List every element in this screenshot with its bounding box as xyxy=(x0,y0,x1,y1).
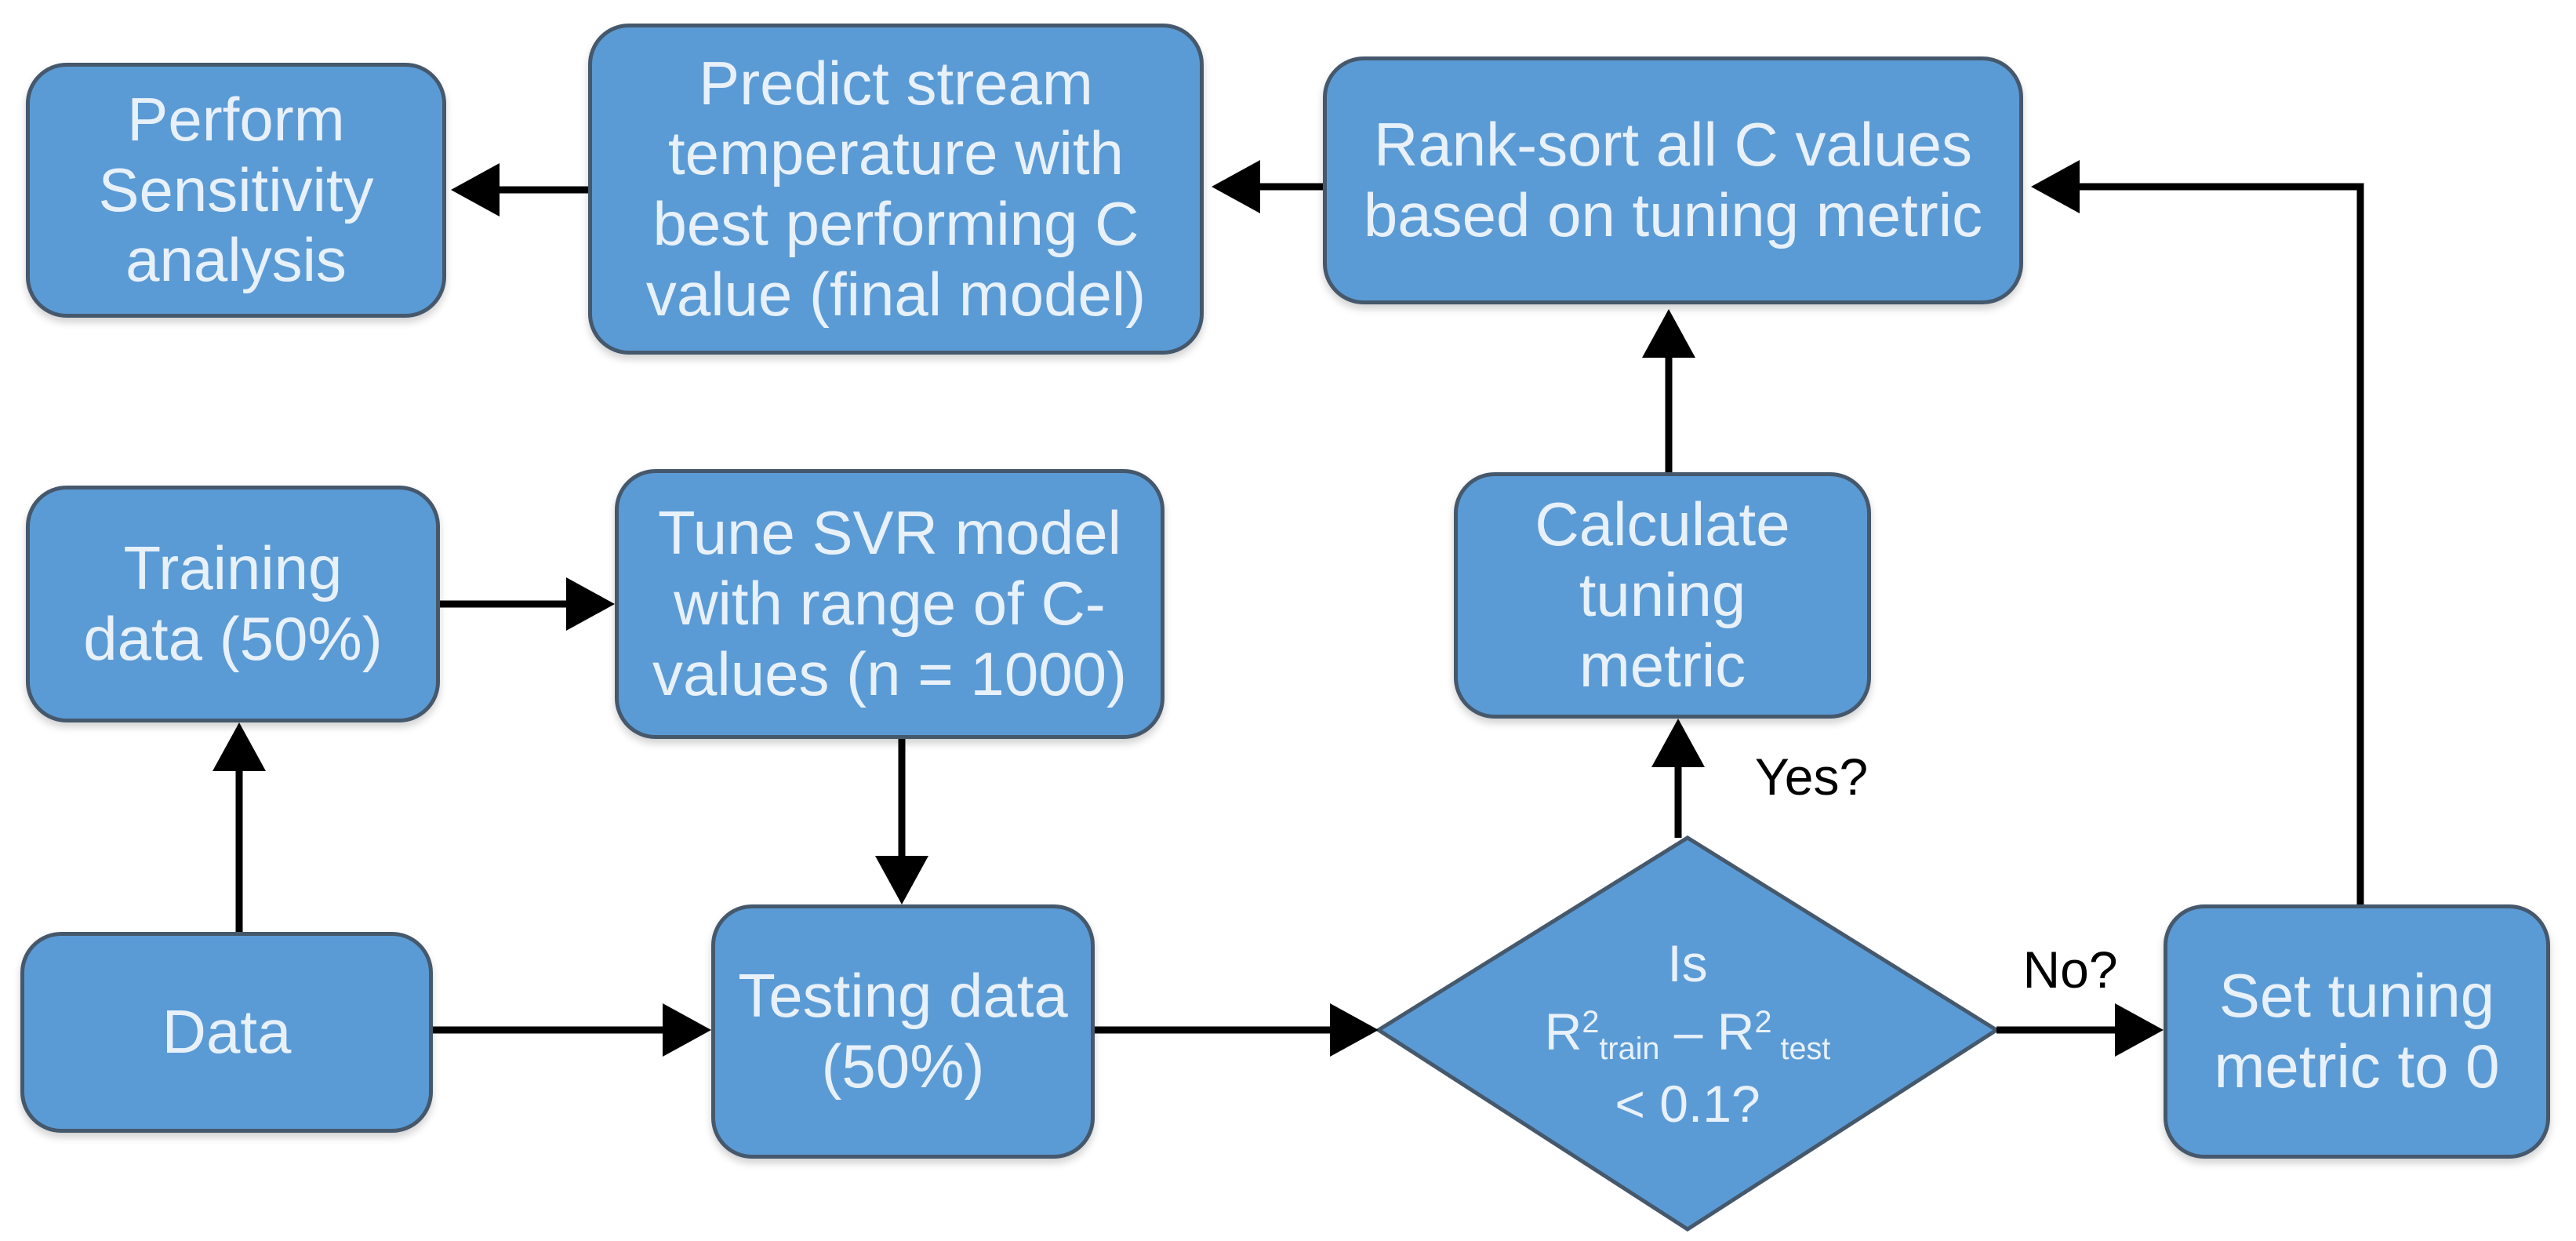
arrow-diamond-to-calculate xyxy=(1651,719,1705,838)
decision-diamond-label: Is R2train – R2 test < 0.1? xyxy=(1452,877,1923,1191)
arrow-training-to-tune xyxy=(440,577,615,631)
node-perform-sensitivity-analysis: Perform Sensitivity analysis xyxy=(26,63,446,318)
arrow-predict-to-perform xyxy=(451,163,588,217)
arrow-calculate-to-ranksort xyxy=(1642,309,1695,472)
arrow-tune-to-testing xyxy=(875,739,928,904)
arrow-diamond-to-set xyxy=(1996,1003,2164,1057)
arrow-testing-to-diamond xyxy=(1095,1003,1379,1057)
label-yes: Yes? xyxy=(1754,748,1869,806)
arrow-set-to-ranksort-feedback xyxy=(2031,160,2364,904)
label-no: No? xyxy=(2022,941,2118,999)
arrow-data-to-training xyxy=(213,722,266,932)
node-tune-svr-model: Tune SVR model with range of C- values (… xyxy=(615,469,1164,739)
arrow-ranksort-to-predict xyxy=(1212,160,1323,213)
node-data: Data xyxy=(20,932,433,1133)
node-rank-sort-c-values: Rank-sort all C values based on tuning m… xyxy=(1323,56,2023,304)
decision-line-1: Is xyxy=(1667,934,1708,993)
node-predict-stream-temperature: Predict stream temperature with best per… xyxy=(588,24,1204,355)
node-testing-data: Testing data (50%) xyxy=(711,904,1095,1159)
node-training-data: Training data (50%) xyxy=(26,486,440,722)
node-calculate-tuning-metric: Calculate tuning metric xyxy=(1454,472,1871,719)
node-set-tuning-metric: Set tuning metric to 0 xyxy=(2164,904,2550,1159)
arrow-data-to-testing xyxy=(433,1003,711,1057)
decision-line-3: < 0.1? xyxy=(1615,1074,1760,1133)
decision-expression: R2train – R2 test xyxy=(1544,1003,1831,1067)
